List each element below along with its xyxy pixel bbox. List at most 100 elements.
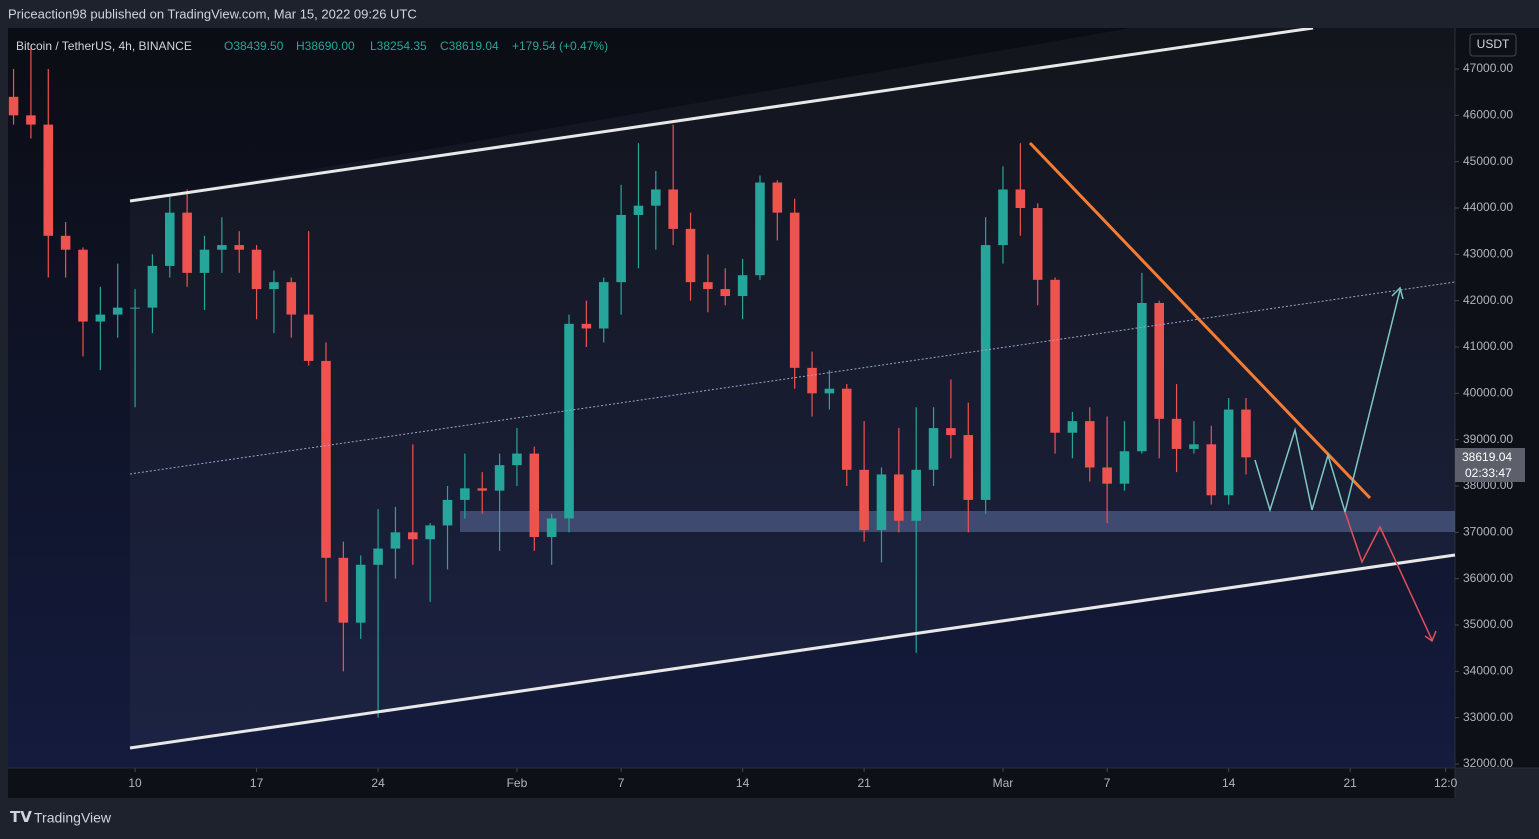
ohlc-open: O38439.50 [224, 39, 284, 53]
candle-body [182, 212, 192, 273]
candle-body [1189, 444, 1199, 449]
x-tick-label: 24 [371, 776, 385, 790]
candle-body [95, 314, 106, 322]
currency-button[interactable] [1469, 33, 1517, 57]
candle-body [651, 189, 661, 206]
y-tick-label: 37000.00 [1463, 525, 1513, 539]
candle-body [165, 212, 175, 266]
ohlc-high: H38690.00 [296, 39, 355, 53]
candle-body [355, 564, 366, 623]
candle-body [147, 265, 158, 308]
candle-body [980, 245, 991, 500]
candle-body [963, 435, 974, 500]
candle-body [546, 518, 557, 537]
time-axis [8, 768, 1455, 798]
x-tick-label: 17 [250, 776, 264, 790]
candle-body [494, 465, 505, 491]
candle-body [841, 388, 852, 470]
candle-body [338, 557, 349, 623]
y-tick-label: 46000.00 [1463, 108, 1513, 122]
currency[interactable]: USDT [1477, 37, 1510, 51]
candle-body [581, 323, 592, 329]
bearish-path [1344, 511, 1433, 641]
candle-body [1085, 421, 1095, 468]
price-axis [1455, 28, 1539, 768]
x-tick-label: 14 [1222, 776, 1236, 790]
candle-body [633, 205, 644, 215]
y-tick-label: 47000.00 [1463, 61, 1513, 75]
candle-body [425, 525, 435, 540]
x-tick-label: 7 [1104, 776, 1111, 790]
bearish-arrow [1424, 630, 1437, 643]
candle-body [946, 428, 956, 436]
candle-body [720, 289, 731, 297]
candle-body [685, 228, 696, 283]
plot-area [8, 28, 1455, 768]
y-tick-label: 43000.00 [1463, 247, 1513, 261]
candle-body [303, 314, 314, 361]
drawings [460, 511, 1455, 532]
logo: 𝗧𝗩 [10, 809, 32, 826]
candle-body [1154, 302, 1164, 419]
ohlc-close: C38619.04 [440, 39, 499, 53]
candle-body [130, 307, 140, 309]
support-zone [460, 511, 1455, 532]
candle-body [1137, 302, 1147, 452]
countdown: 02:33:47 [1465, 466, 1512, 480]
y-tick-label: 45000.00 [1463, 154, 1513, 168]
footer-brand: TradingView [34, 810, 112, 826]
candle-body [1067, 421, 1078, 433]
bullish-path [1254, 289, 1401, 515]
drawings [129, 26, 1456, 750]
y-tick-label: 44000.00 [1463, 200, 1513, 214]
candle-body [390, 532, 401, 549]
y-tick-label: 36000.00 [1463, 571, 1513, 585]
y-tick-label: 40000.00 [1463, 386, 1513, 400]
price-label-box [1455, 448, 1525, 482]
candle-body [234, 245, 244, 250]
candle-body [512, 453, 522, 466]
trendline [1028, 141, 1372, 500]
channel-lower [129, 553, 1456, 750]
y-tick-label: 33000.00 [1463, 710, 1513, 724]
x-tick-label: 7 [618, 776, 625, 790]
candle-body [824, 388, 835, 394]
candle-body [1032, 208, 1043, 280]
last-price: 38619.04 [1462, 450, 1512, 464]
candle-body [112, 307, 123, 315]
header-text: Priceaction98 published on TradingView.c… [8, 6, 417, 21]
y-tick-label: 39000.00 [1463, 432, 1513, 446]
channel-upper [129, 26, 1314, 203]
candle-body [460, 488, 470, 500]
x-tick-label: 21 [857, 776, 871, 790]
candle-body [60, 235, 71, 250]
candle-body [668, 189, 678, 229]
candle-body [894, 474, 904, 521]
candle-body [1050, 279, 1060, 433]
candle-body [876, 474, 887, 531]
y-tick-label: 42000.00 [1463, 293, 1513, 307]
candle-body [737, 275, 748, 297]
candle-body [8, 96, 19, 116]
x-tick-label: Feb [507, 776, 528, 790]
candle-body [269, 282, 279, 290]
footer-bar [0, 800, 1539, 834]
candle-body [199, 249, 210, 273]
bullish-arrow [1391, 286, 1404, 300]
channel-mid [129, 281, 1456, 475]
candle-body [1171, 418, 1182, 449]
ohlc-change: +179.54 (+0.47%) [512, 39, 608, 53]
candle-body [217, 245, 227, 250]
candle-body [616, 214, 626, 283]
candle-body [789, 212, 800, 368]
x-tick-label: 21 [1343, 776, 1357, 790]
y-tick-label: 35000.00 [1463, 617, 1513, 631]
x-tick-label: 14 [736, 776, 750, 790]
candle-body [755, 182, 765, 276]
candle-body [78, 249, 88, 322]
y-tick-label: 32000.00 [1463, 756, 1513, 770]
symbol: Bitcoin / TetherUS, 4h, BINANCE [16, 39, 192, 53]
header-bar [0, 0, 1539, 28]
candle-body [43, 124, 54, 236]
